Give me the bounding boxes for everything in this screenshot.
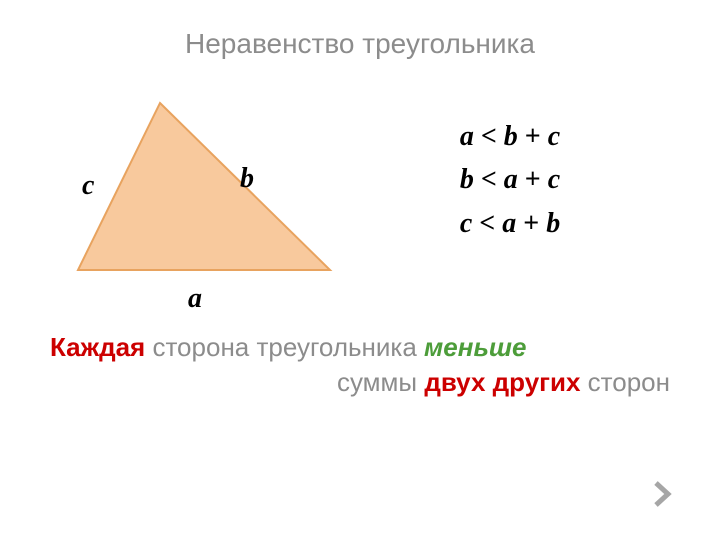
next-chevron-icon[interactable] (654, 481, 672, 512)
stmt-p6: сторон (580, 367, 670, 397)
inequality-3: c < a + b (385, 202, 635, 245)
stmt-p4: суммы (337, 367, 424, 397)
slide: Неравенство треугольника c b a a < b + c… (0, 0, 720, 540)
side-label-c: c (82, 170, 94, 202)
triangle-svg (70, 95, 350, 305)
triangle-diagram: c b a (70, 95, 350, 305)
triangle-shape (78, 103, 330, 270)
stmt-p1: Каждая (50, 332, 145, 362)
stmt-p2: сторона треугольника (145, 332, 424, 362)
side-label-a: a (188, 283, 202, 315)
statement-text: Каждая сторона треугольника меньше суммы… (50, 330, 670, 400)
stmt-p5: двух других (424, 367, 580, 397)
stmt-p3: меньше (424, 332, 526, 362)
page-title: Неравенство треугольника (0, 28, 720, 60)
inequalities-block: a < b + c b < a + c c < a + b (385, 115, 635, 245)
side-label-b: b (240, 163, 254, 195)
chevron-path (656, 483, 668, 505)
inequality-1: a < b + c (385, 115, 635, 158)
inequality-2: b < a + c (385, 158, 635, 201)
